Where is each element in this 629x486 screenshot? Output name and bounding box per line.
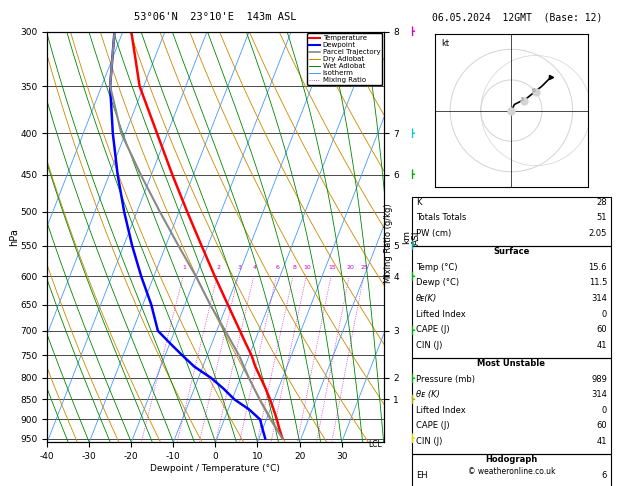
Text: 11.5: 11.5 bbox=[589, 278, 607, 288]
Y-axis label: hPa: hPa bbox=[9, 228, 19, 246]
Text: 41: 41 bbox=[596, 341, 607, 350]
Y-axis label: km
ASL: km ASL bbox=[402, 228, 421, 245]
Text: 0: 0 bbox=[602, 406, 607, 415]
Text: ┣: ┣ bbox=[409, 128, 415, 138]
Text: 53°06'N  23°10'E  143m ASL: 53°06'N 23°10'E 143m ASL bbox=[134, 12, 297, 22]
Text: 6: 6 bbox=[532, 88, 535, 93]
Text: ┣: ┣ bbox=[409, 241, 415, 250]
Text: 60: 60 bbox=[596, 421, 607, 431]
Text: Lifted Index: Lifted Index bbox=[416, 406, 465, 415]
Text: K: K bbox=[416, 198, 421, 207]
Text: 25: 25 bbox=[361, 265, 369, 270]
Text: ┣: ┣ bbox=[409, 373, 415, 382]
Text: 15: 15 bbox=[328, 265, 336, 270]
X-axis label: Dewpoint / Temperature (°C): Dewpoint / Temperature (°C) bbox=[150, 464, 281, 473]
Text: EH: EH bbox=[416, 471, 427, 480]
Text: ┣: ┣ bbox=[409, 272, 415, 281]
Text: LCL: LCL bbox=[369, 440, 382, 450]
Text: 6: 6 bbox=[601, 471, 607, 480]
Text: 6: 6 bbox=[276, 265, 280, 270]
Text: Hodograph: Hodograph bbox=[485, 455, 538, 465]
Text: Lifted Index: Lifted Index bbox=[416, 310, 465, 319]
Text: 314: 314 bbox=[591, 294, 607, 303]
Text: ┣: ┣ bbox=[409, 326, 415, 335]
Text: Mixing Ratio (g/kg): Mixing Ratio (g/kg) bbox=[384, 203, 393, 283]
Text: PW (cm): PW (cm) bbox=[416, 229, 451, 238]
Text: ┣: ┣ bbox=[409, 395, 415, 404]
Text: θᴇ (K): θᴇ (K) bbox=[416, 390, 440, 399]
Legend: Temperature, Dewpoint, Parcel Trajectory, Dry Adiobat, Wet Adiobat, Isotherm, Mi: Temperature, Dewpoint, Parcel Trajectory… bbox=[308, 33, 382, 86]
Text: 3: 3 bbox=[519, 97, 523, 103]
Text: ┣: ┣ bbox=[409, 170, 415, 179]
Text: 1: 1 bbox=[182, 265, 186, 270]
Text: Temp (°C): Temp (°C) bbox=[416, 263, 457, 272]
Text: Totals Totals: Totals Totals bbox=[416, 213, 466, 223]
Text: 28: 28 bbox=[596, 198, 607, 207]
Text: 60: 60 bbox=[596, 325, 607, 334]
Text: 0: 0 bbox=[602, 310, 607, 319]
Text: Dewp (°C): Dewp (°C) bbox=[416, 278, 459, 288]
Text: CIN (J): CIN (J) bbox=[416, 437, 442, 446]
Text: 3: 3 bbox=[238, 265, 242, 270]
Text: Most Unstable: Most Unstable bbox=[477, 359, 545, 368]
Text: 10: 10 bbox=[304, 265, 311, 270]
Text: 51: 51 bbox=[596, 213, 607, 223]
Text: 20: 20 bbox=[347, 265, 354, 270]
Text: CIN (J): CIN (J) bbox=[416, 341, 442, 350]
Text: ┣: ┣ bbox=[409, 434, 415, 443]
Text: 989: 989 bbox=[591, 375, 607, 384]
Text: 15.6: 15.6 bbox=[589, 263, 607, 272]
Text: 06.05.2024  12GMT  (Base: 12): 06.05.2024 12GMT (Base: 12) bbox=[432, 12, 603, 22]
Text: 4: 4 bbox=[253, 265, 257, 270]
Text: kt: kt bbox=[441, 39, 449, 48]
Text: 2: 2 bbox=[216, 265, 221, 270]
Text: 41: 41 bbox=[596, 437, 607, 446]
Text: ┣: ┣ bbox=[409, 27, 415, 36]
Text: 2.05: 2.05 bbox=[589, 229, 607, 238]
Text: 314: 314 bbox=[591, 390, 607, 399]
Text: © weatheronline.co.uk: © weatheronline.co.uk bbox=[467, 467, 555, 476]
Text: CAPE (J): CAPE (J) bbox=[416, 421, 449, 431]
Text: θᴇ(K): θᴇ(K) bbox=[416, 294, 437, 303]
Text: CAPE (J): CAPE (J) bbox=[416, 325, 449, 334]
Text: Pressure (mb): Pressure (mb) bbox=[416, 375, 475, 384]
Text: Surface: Surface bbox=[493, 247, 530, 257]
Text: 8: 8 bbox=[292, 265, 296, 270]
